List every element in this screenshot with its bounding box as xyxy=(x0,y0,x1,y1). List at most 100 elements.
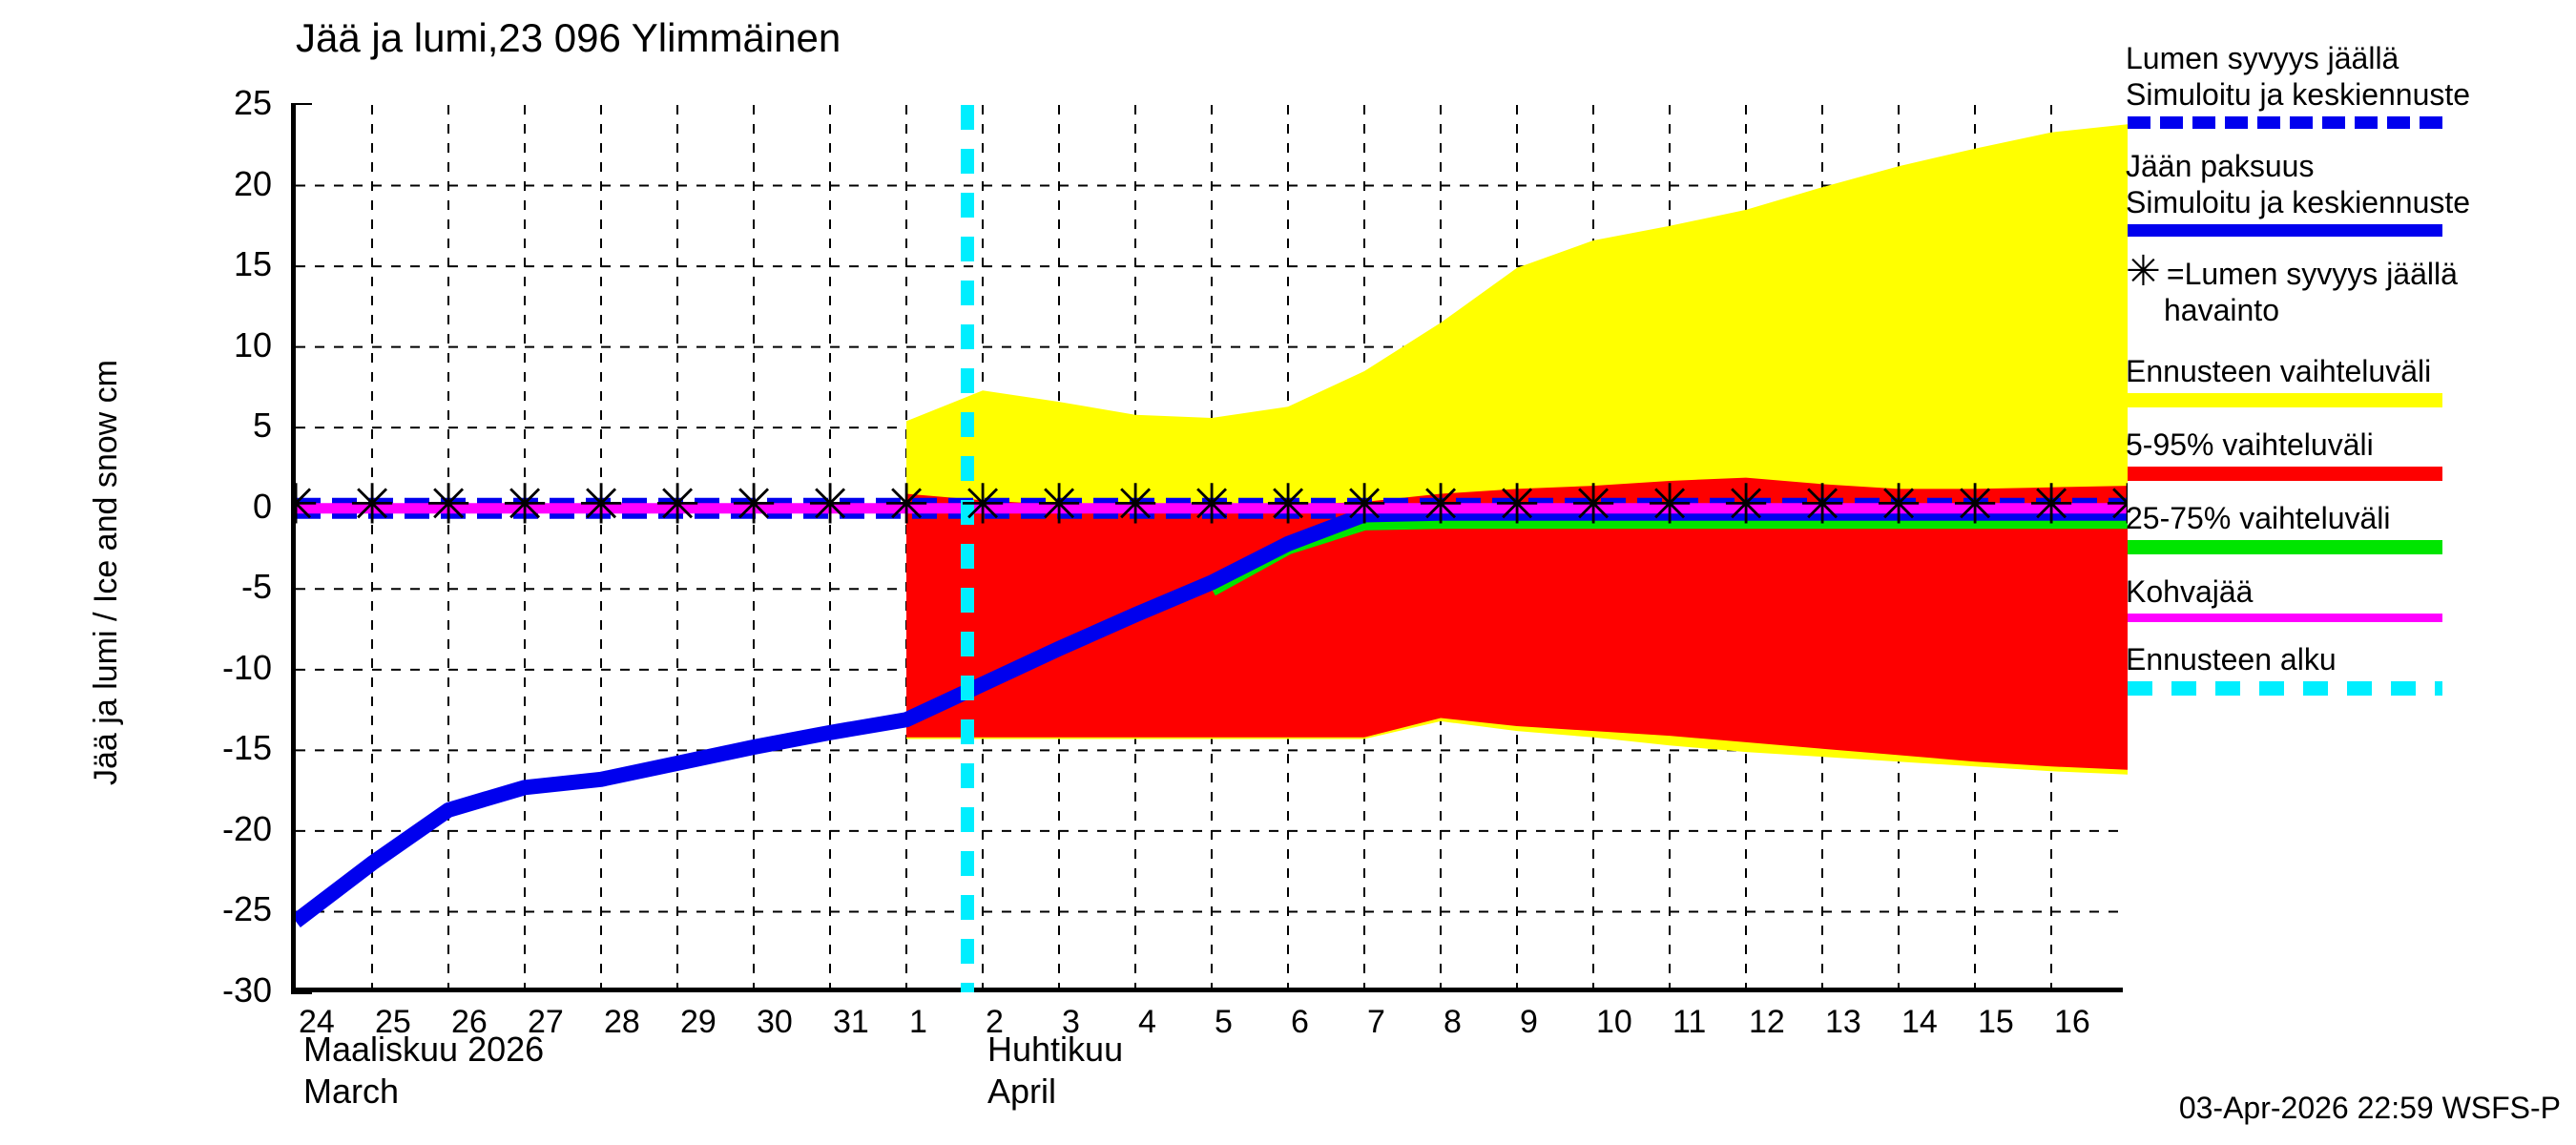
y-tick-label: -20 xyxy=(221,808,272,848)
legend-item-forecast-start: Ennusteen alku xyxy=(2126,641,2574,696)
x-tick-label: 5 xyxy=(1215,1004,1233,1040)
observation-marker: ✳ xyxy=(1112,472,1159,537)
x-axis-month-left: Maaliskuu 2026 March xyxy=(303,1029,544,1113)
legend-swatch-snow-depth-forecast xyxy=(2128,116,2442,129)
x-tick-label: 24 xyxy=(299,1004,335,1040)
legend-item-snow-depth-observation: ✳ =Lumen syvyys jäällä havainto xyxy=(2126,247,2574,353)
legend-swatch-ice-thickness-forecast xyxy=(2128,224,2442,237)
legend-label: Lumen syvyys jäällä xyxy=(2126,41,2399,75)
month-left-fi: Maaliskuu 2026 xyxy=(303,1030,545,1069)
observation-marker: ✳ xyxy=(502,472,549,537)
legend-item-range-5-95: 5-95% vaihteluväli xyxy=(2126,427,2574,481)
observation-marker: ✳ xyxy=(1647,472,1693,537)
observation-marker: ✳ xyxy=(654,472,701,537)
observation-marker: ✳ xyxy=(2028,472,2075,537)
y-tick-label: 5 xyxy=(252,406,272,446)
x-tick-label: 13 xyxy=(1825,1004,1861,1040)
y-tick-mark xyxy=(291,990,312,994)
x-tick-label: 6 xyxy=(1291,1004,1309,1040)
observation-markers: ✳ ✳ ✳ ✳ ✳ ✳ ✳ ✳ ✳ ✳ ✳ ✳ ✳ ✳ ✳ ✳ ✳ ✳ ✳ ✳ ✳ ✳ ✳ ✳ ✳ xyxy=(296,472,2128,537)
month-right-en: April xyxy=(987,1072,1057,1111)
y-tick-label: -30 xyxy=(221,970,272,1010)
x-tick-label: 28 xyxy=(604,1004,640,1040)
legend-item-ice-thickness-forecast: Jään paksuus Simuloitu ja keskiennuste xyxy=(2126,148,2574,237)
x-tick-label: 31 xyxy=(833,1004,869,1040)
legend-item-snow-depth-forecast: Lumen syvyys jäällä Simuloitu ja keskienn… xyxy=(2126,40,2574,129)
footer-timestamp: 03-Apr-2026 22:59 WSFS-P xyxy=(2178,1091,2561,1125)
legend-swatch-range-5-95 xyxy=(2128,467,2442,481)
legend-item-slush-ice: Kohvajää xyxy=(2126,573,2574,622)
x-tick-label: 9 xyxy=(1520,1004,1538,1040)
x-tick-label: 3 xyxy=(1062,1004,1080,1040)
y-tick-label: -15 xyxy=(221,728,272,768)
observation-marker: ✳ xyxy=(1952,472,1999,537)
legend-label-line2: Simuloitu ja keskiennuste xyxy=(2126,77,2471,112)
legend-swatch-range-25-75 xyxy=(2128,540,2442,554)
page-title: Jää ja lumi,23 096 Ylimmäinen xyxy=(296,15,841,60)
month-right-fi: Huhtikuu xyxy=(987,1030,1124,1069)
legend-swatch-forecast-start xyxy=(2128,681,2442,696)
observation-marker: ✳ xyxy=(960,472,1007,537)
observation-marker: ✳ xyxy=(2105,472,2128,537)
x-tick-label: 11 xyxy=(1672,1004,1707,1040)
x-tick-label: 15 xyxy=(1978,1004,2014,1040)
plot-frame: ✳ ✳ ✳ ✳ ✳ ✳ ✳ ✳ ✳ ✳ ✳ ✳ ✳ ✳ ✳ ✳ ✳ ✳ ✳ ✳ ✳ ✳ ✳ ✳ ✳ xyxy=(291,105,2128,992)
y-tick-label: 15 xyxy=(233,244,272,284)
x-tick-label: 25 xyxy=(375,1004,411,1040)
legend-label: Kohvajää xyxy=(2126,574,2254,609)
y-tick-label: 20 xyxy=(233,163,272,203)
observation-marker: ✳ xyxy=(296,472,319,537)
observation-marker: ✳ xyxy=(1265,472,1312,537)
observation-marker: ✳ xyxy=(1494,472,1541,537)
observation-marker: ✳ xyxy=(807,472,854,537)
y-tick-label: -10 xyxy=(221,647,272,687)
y-tick-label: 25 xyxy=(233,83,272,122)
y-tick-label: -25 xyxy=(221,889,272,929)
plot-area: ✳ ✳ ✳ ✳ ✳ ✳ ✳ ✳ ✳ ✳ ✳ ✳ ✳ ✳ ✳ ✳ ✳ ✳ ✳ ✳ ✳ ✳ ✳ ✳ ✳ xyxy=(291,105,2128,992)
observation-marker: ✳ xyxy=(1799,472,1846,537)
observation-marker: ✳ xyxy=(1418,472,1465,537)
legend-item-range-25-75: 25-75% vaihteluväli xyxy=(2126,500,2574,554)
observation-marker: ✳ xyxy=(1570,472,1617,537)
asterisk-icon: ✳ xyxy=(2126,247,2161,296)
x-tick-label: 8 xyxy=(1444,1004,1462,1040)
x-tick-label: 2 xyxy=(986,1004,1004,1040)
legend: Lumen syvyys jäällä Simuloitu ja keskienn… xyxy=(2126,40,2574,715)
x-axis-month-right: Huhtikuu April xyxy=(987,1029,1123,1113)
x-tick-label: 30 xyxy=(757,1004,793,1040)
band-range_5_95 xyxy=(906,477,2128,770)
x-tick-label: 27 xyxy=(528,1004,564,1040)
x-tick-label: 7 xyxy=(1367,1004,1385,1040)
y-tick-label: 10 xyxy=(233,324,272,364)
x-tick-label: 10 xyxy=(1596,1004,1632,1040)
legend-label: 25-75% vaihteluväli xyxy=(2126,501,2391,535)
x-tick-label: 16 xyxy=(2054,1004,2090,1040)
x-tick-label: 29 xyxy=(680,1004,717,1040)
legend-item-forecast-range: Ennusteen vaihteluväli xyxy=(2126,353,2574,407)
observation-marker: ✳ xyxy=(1036,472,1083,537)
x-tick-label: 26 xyxy=(451,1004,488,1040)
y-tick-label: -5 xyxy=(240,567,272,607)
observation-marker: ✳ xyxy=(1189,472,1236,537)
observation-marker: ✳ xyxy=(1723,472,1770,537)
observation-marker: ✳ xyxy=(426,472,472,537)
legend-label-line2: havainto xyxy=(2164,293,2279,327)
legend-label: 5-95% vaihteluväli xyxy=(2126,427,2374,462)
observation-marker: ✳ xyxy=(349,472,396,537)
legend-swatch-slush-ice xyxy=(2128,614,2442,622)
x-tick-label: 14 xyxy=(1901,1004,1938,1040)
observation-marker: ✳ xyxy=(578,472,625,537)
y-axis-label: Jää ja lumi / Ice and snow cm xyxy=(88,360,124,785)
legend-spacer xyxy=(2126,328,2574,353)
observation-marker: ✳ xyxy=(1341,472,1388,537)
legend-star-row: ✳ =Lumen syvyys jäällä xyxy=(2126,247,2574,296)
observation-marker: ✳ xyxy=(883,472,930,537)
x-tick-label: 1 xyxy=(909,1004,927,1040)
legend-label-line2: Simuloitu ja keskiennuste xyxy=(2126,185,2471,219)
chart-canvas: ✳ ✳ ✳ ✳ ✳ ✳ ✳ ✳ ✳ ✳ ✳ ✳ ✳ ✳ ✳ ✳ ✳ ✳ ✳ ✳ ✳ ✳ ✳ ✳ ✳ xyxy=(296,105,2128,992)
month-left-en: March xyxy=(303,1072,400,1111)
legend-swatch-forecast-range xyxy=(2128,393,2442,407)
x-tick-label: 4 xyxy=(1138,1004,1156,1040)
legend-label: =Lumen syvyys jäällä xyxy=(2166,257,2458,291)
observation-marker: ✳ xyxy=(731,472,778,537)
